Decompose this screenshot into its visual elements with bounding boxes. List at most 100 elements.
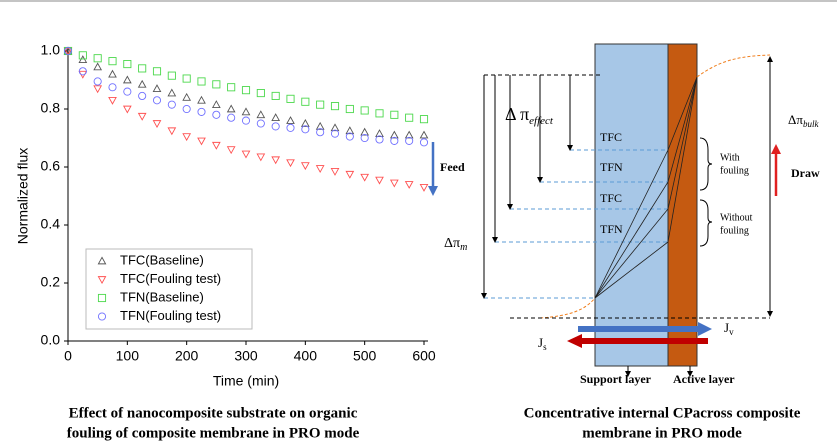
effect-label: Δ πeffect xyxy=(505,104,554,126)
marker xyxy=(212,110,221,119)
x-tick-label: 200 xyxy=(175,348,199,364)
marker xyxy=(360,106,369,115)
marker xyxy=(330,123,340,132)
marker xyxy=(122,105,132,114)
marker xyxy=(375,129,384,137)
marker xyxy=(360,173,370,182)
marker xyxy=(256,153,266,162)
marker xyxy=(197,107,206,116)
marker xyxy=(182,92,192,101)
legend-label: TFC(Fouling test) xyxy=(120,271,221,286)
marker xyxy=(360,133,369,143)
marker xyxy=(271,91,280,100)
x-tick-label: 500 xyxy=(353,348,377,364)
marker xyxy=(300,162,310,171)
legend-label: TFN(Baseline) xyxy=(120,289,204,304)
effect-subscript: effect xyxy=(529,115,554,127)
marker xyxy=(63,46,73,56)
caption: Effect of nanocomposite substrate on org… xyxy=(69,405,358,421)
marker xyxy=(137,79,147,88)
marker xyxy=(108,69,117,78)
marker xyxy=(330,102,340,111)
marker xyxy=(211,141,221,150)
level-label: TFN xyxy=(600,160,623,174)
marker xyxy=(345,132,354,141)
marker xyxy=(93,85,103,94)
marker xyxy=(345,170,355,179)
marker xyxy=(122,75,132,84)
braces xyxy=(699,137,713,247)
x-tick-label: 300 xyxy=(234,348,258,364)
marker xyxy=(227,113,236,122)
marker xyxy=(167,88,177,97)
legend-marker xyxy=(97,256,107,265)
marker xyxy=(375,135,384,144)
legend-marker xyxy=(97,312,107,321)
x-tick-label: 600 xyxy=(412,348,436,364)
marker xyxy=(286,116,295,124)
marker xyxy=(152,120,162,129)
marker xyxy=(404,130,414,139)
marker xyxy=(286,123,295,132)
active-layer-label: Active layer xyxy=(673,372,735,386)
marker xyxy=(241,116,251,125)
level-lines xyxy=(484,149,668,299)
marker xyxy=(316,128,325,137)
y-tick-label: 0.6 xyxy=(41,158,61,174)
marker xyxy=(226,104,236,113)
marker xyxy=(390,136,399,145)
support-layer-label: Support layer xyxy=(580,372,652,386)
marker xyxy=(390,110,399,119)
membrane-symbol: Δπ xyxy=(444,236,460,251)
marker xyxy=(227,83,236,92)
marker xyxy=(389,179,399,188)
marker xyxy=(226,146,236,155)
x-tick-label: 0 xyxy=(64,348,72,364)
y-tick-label: 0.0 xyxy=(41,332,61,348)
y-tick-label: 1.0 xyxy=(41,42,61,58)
marker xyxy=(197,137,206,146)
js-symbol: J xyxy=(538,335,543,350)
marker xyxy=(138,64,147,73)
marker xyxy=(300,118,310,127)
caption: membrane in PRO mode xyxy=(582,425,742,441)
marker xyxy=(315,121,325,130)
without-fouling: Without xyxy=(720,212,753,223)
marker xyxy=(405,113,414,122)
marker xyxy=(152,67,162,76)
marker xyxy=(404,181,414,189)
marker xyxy=(197,95,206,104)
marker xyxy=(301,125,310,134)
marker xyxy=(256,88,265,98)
y-tick-label: 0.2 xyxy=(41,274,61,290)
chart: 0.0 0.2 0.4 0.6 0.8 1.0 0 100 200 300 400 500 600 Tim… xyxy=(15,42,436,442)
level-label: TFC xyxy=(600,191,622,205)
effect-symbol: Δ π xyxy=(505,104,529,124)
marker xyxy=(315,165,325,173)
marker xyxy=(316,100,325,109)
marker xyxy=(419,115,429,124)
marker xyxy=(345,104,354,114)
marker xyxy=(167,71,176,80)
feed-label: Feed xyxy=(440,160,465,174)
marker xyxy=(93,54,102,63)
arrows xyxy=(481,56,773,377)
caption: Concentrative internal CPacross composit… xyxy=(524,405,801,421)
marker xyxy=(241,86,251,95)
feed-curve xyxy=(539,297,596,319)
js-label: Js xyxy=(538,335,547,352)
marker xyxy=(211,100,221,108)
level-label: TFN xyxy=(600,222,623,236)
marker xyxy=(271,113,281,122)
marker xyxy=(256,110,266,119)
marker xyxy=(167,100,176,109)
marker xyxy=(286,159,295,168)
marker xyxy=(375,109,384,118)
marker xyxy=(138,91,147,100)
bulk-label: Δπbulk xyxy=(788,112,819,129)
marker xyxy=(152,96,162,105)
marker xyxy=(405,136,414,145)
marker xyxy=(182,133,192,142)
legend-label: TFC(Baseline) xyxy=(120,252,204,267)
draw-label: Draw xyxy=(791,166,820,180)
